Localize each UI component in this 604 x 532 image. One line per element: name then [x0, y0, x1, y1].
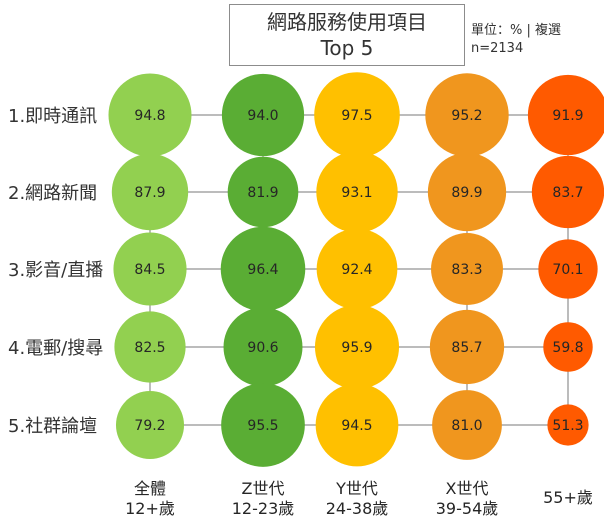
- bubble-r1-c2: [221, 73, 305, 157]
- bubble-r4-c3: [314, 304, 400, 390]
- bubble-r2-c4: [427, 152, 507, 232]
- bubble-r1-c3: [314, 72, 400, 158]
- sample-note: n=2134: [471, 41, 524, 56]
- bubble-r5-c4: [432, 390, 502, 460]
- chart-subtitle: Top 5: [320, 36, 374, 60]
- value-label-r1-c3: 97.5: [341, 108, 372, 124]
- value-label-r4-c2: 90.6: [247, 340, 278, 356]
- column-label-1: 全體: [134, 479, 166, 498]
- unit-note: 單位：% | 複選: [471, 23, 561, 38]
- column-sublabel-4: 39-54歲: [436, 499, 499, 518]
- value-label-r5-c3: 94.5: [341, 418, 372, 434]
- bubble-r3-c1: [113, 232, 187, 306]
- value-label-r2-c1: 87.9: [134, 185, 165, 201]
- value-label-r3-c3: 92.4: [341, 262, 372, 278]
- bubble-r3-c4: [431, 233, 503, 305]
- value-label-r3-c4: 83.3: [451, 262, 482, 278]
- bubble-r2-c1: [111, 153, 189, 231]
- column-label-4: X世代: [446, 479, 489, 498]
- bubble-r3-c3: [316, 228, 398, 310]
- row-label-5: 5.社群論壇: [8, 416, 97, 437]
- column-label-5: 55+歲: [543, 488, 593, 507]
- column-sublabel-3: 24-38歲: [326, 499, 389, 518]
- value-label-r3-c2: 96.4: [247, 262, 278, 278]
- bubble-r4-c1: [114, 311, 186, 383]
- value-label-r3-c5: 70.1: [552, 262, 583, 278]
- value-label-r2-c5: 83.7: [552, 185, 583, 201]
- bubble-r4-c4: [429, 309, 505, 385]
- value-label-r4-c1: 82.5: [134, 340, 165, 356]
- bubble-r5-c3: [315, 383, 399, 467]
- bubble-r5-c5: [547, 404, 589, 446]
- bubble-r4-c5: [543, 322, 593, 372]
- column-sublabel-2: 12-23歲: [232, 499, 295, 518]
- bubble-r5-c1: [115, 390, 185, 460]
- bubble-r3-c2: [220, 226, 306, 312]
- chart-title-box: 網路服務使用項目 Top 5: [229, 4, 465, 66]
- chart-notes: 單位：% | 複選 n=2134: [471, 22, 561, 58]
- row-label-2: 2.網路新聞: [8, 183, 97, 204]
- value-label-r1-c5: 91.9: [552, 108, 583, 124]
- bubble-r3-c5: [538, 239, 598, 299]
- bubble-r4-c2: [223, 307, 303, 387]
- bubble-r2-c5: [531, 155, 604, 229]
- chart-title: 網路服務使用項目: [267, 10, 427, 34]
- row-label-4: 4.電郵/搜尋: [8, 338, 103, 359]
- value-label-r5-c4: 81.0: [451, 418, 482, 434]
- row-label-3: 3.影音/直播: [8, 260, 103, 281]
- bubble-r2-c3: [316, 151, 398, 233]
- column-label-2: Z世代: [242, 479, 285, 498]
- value-label-r2-c3: 93.1: [341, 185, 372, 201]
- value-label-r4-c3: 95.9: [341, 340, 372, 356]
- value-label-r2-c2: 81.9: [247, 185, 278, 201]
- bubble-r5-c2: [221, 383, 305, 467]
- bubble-r2-c2: [227, 156, 299, 228]
- bubble-r1-c5: [527, 74, 604, 156]
- value-label-r5-c2: 95.5: [247, 418, 278, 434]
- value-label-r4-c5: 59.8: [552, 340, 583, 356]
- value-label-r1-c4: 95.2: [451, 108, 482, 124]
- value-label-r1-c1: 94.8: [134, 108, 165, 124]
- row-label-1: 1.即時通訊: [8, 106, 97, 127]
- value-label-r1-c2: 94.0: [247, 108, 278, 124]
- column-label-3: Y世代: [335, 479, 378, 498]
- bubble-r1-c1: [108, 73, 192, 157]
- column-sublabel-1: 12+歲: [125, 499, 175, 518]
- value-label-r3-c1: 84.5: [134, 262, 165, 278]
- value-label-r5-c1: 79.2: [134, 418, 165, 434]
- value-label-r2-c4: 89.9: [451, 185, 482, 201]
- value-label-r4-c4: 85.7: [451, 340, 482, 356]
- value-label-r5-c5: 51.3: [552, 418, 583, 434]
- bubble-r1-c4: [425, 73, 509, 157]
